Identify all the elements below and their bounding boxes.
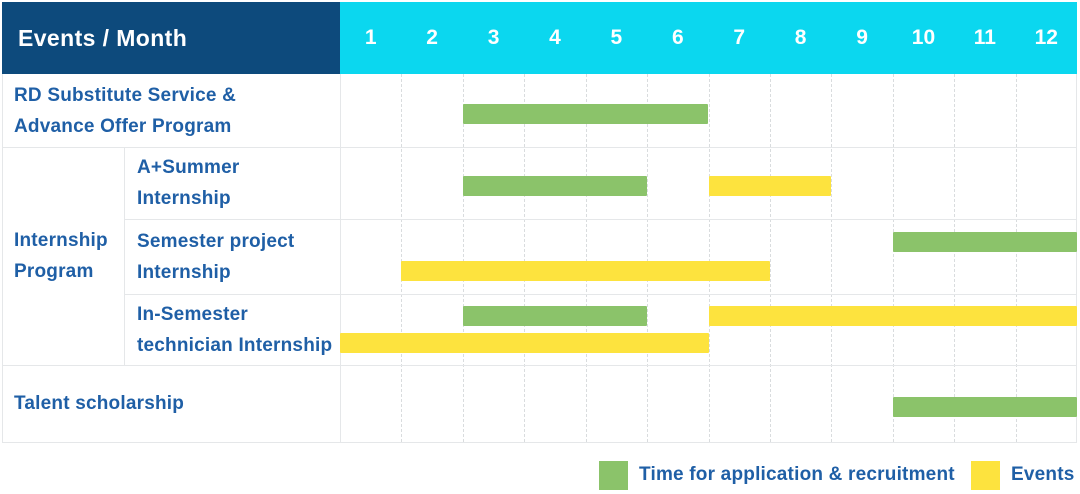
month-gridline xyxy=(892,74,894,442)
legend-item: Time for application & recruitment xyxy=(599,460,955,490)
row-separator-line xyxy=(2,147,1077,148)
sub-row-label: Semester project Internship xyxy=(137,219,334,294)
month-gridline xyxy=(831,74,833,442)
gantt-bar-yellow xyxy=(340,332,709,353)
group-label: Internship Program xyxy=(14,147,118,365)
row-label: RD Substitute Service & Advance Offer Pro… xyxy=(14,74,334,147)
legend-item: Events xyxy=(971,460,1075,490)
row-separator-line xyxy=(2,442,1077,443)
grid-border-line xyxy=(124,147,125,365)
grid-border-line xyxy=(340,74,341,442)
legend-swatch-green xyxy=(599,460,628,490)
month-gridline xyxy=(1015,74,1017,442)
month-gridline xyxy=(769,74,771,442)
month-header-cell: 9 xyxy=(856,26,868,49)
month-header-cell: 1 xyxy=(364,26,377,49)
gantt-bar-yellow xyxy=(401,260,770,281)
month-gridline xyxy=(462,74,464,442)
row-label-line: A+Summer xyxy=(137,157,240,178)
month-header-cell: 2 xyxy=(426,26,438,49)
gantt-bar-green xyxy=(462,176,648,196)
row-label: Talent scholarship xyxy=(14,365,334,442)
row-label-line: Talent scholarship xyxy=(14,393,185,414)
legend-label: Events xyxy=(1011,464,1075,485)
row-label-line: RD Substitute Service & xyxy=(14,84,237,106)
month-header-cell: 6 xyxy=(671,26,684,49)
corner-header-label: Events / Month xyxy=(18,24,188,51)
gantt-bar-green xyxy=(462,103,709,124)
month-header: 1 2 3 4 5 6 7 8 9 10 11 12 xyxy=(340,2,1077,74)
month-header-cell: 3 xyxy=(487,26,500,49)
grid-border-line xyxy=(2,74,3,442)
row-label-line: Semester project xyxy=(137,230,295,252)
month-gridline xyxy=(647,74,649,442)
month-gridline xyxy=(708,74,710,442)
month-gridline xyxy=(585,74,587,442)
row-label-line: Internship xyxy=(137,188,231,209)
month-gridline xyxy=(954,74,956,442)
group-label-line: Internship xyxy=(14,230,108,251)
row-label-line: technician Internship xyxy=(137,334,333,356)
sub-row-label: A+Summer Internship xyxy=(137,147,334,219)
grid-border-line xyxy=(1076,74,1077,442)
legend-swatch-yellow xyxy=(971,460,1000,490)
group-label-line: Program xyxy=(14,261,94,282)
row-separator-line xyxy=(2,365,1077,366)
month-gridline xyxy=(401,74,403,442)
row-separator-line xyxy=(124,219,1077,220)
row-label-line: Internship xyxy=(137,261,231,283)
corner-header: Events / Month xyxy=(2,2,340,74)
month-gridline xyxy=(524,74,526,442)
month-header-cell: 7 xyxy=(733,26,746,49)
gantt-bar-green xyxy=(892,396,1077,417)
legend-label: Time for application & recruitment xyxy=(639,464,955,485)
month-header-cell: 4 xyxy=(549,26,561,49)
row-label-line: Advance Offer Program xyxy=(14,115,232,137)
month-header-cell: 5 xyxy=(610,26,623,49)
gantt-bar-yellow xyxy=(708,306,1077,326)
month-header-cell: 10 xyxy=(911,26,936,49)
sub-row-label: In-Semester technician Internship xyxy=(137,294,334,365)
month-header-cell: 11 xyxy=(973,26,996,49)
gantt-bar-green xyxy=(462,306,648,326)
row-separator-line xyxy=(124,294,1077,295)
month-header-cell: 12 xyxy=(1034,26,1058,49)
gantt-bar-yellow xyxy=(708,176,832,196)
gantt-bar-green xyxy=(892,232,1077,253)
month-header-cell: 8 xyxy=(794,26,807,49)
row-label-line: In-Semester xyxy=(137,303,248,325)
